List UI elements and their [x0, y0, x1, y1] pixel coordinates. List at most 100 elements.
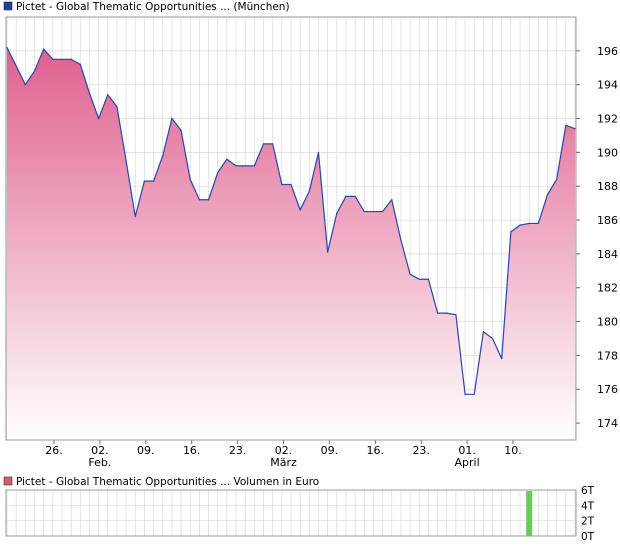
- price-data-point: [446, 312, 448, 314]
- price-data-point: [171, 117, 173, 120]
- volume-chart-frame: [5, 489, 577, 537]
- price-data-point: [482, 331, 484, 333]
- price-data-point: [189, 178, 191, 181]
- price-data-point: [519, 224, 521, 226]
- price-data-point: [143, 180, 146, 182]
- price-x-month-label: März: [270, 456, 297, 469]
- price-data-point: [88, 92, 91, 94]
- price-y-tick-label: 188: [597, 180, 618, 193]
- price-y-tick-label: 178: [597, 349, 618, 362]
- price-data-point: [98, 117, 100, 120]
- price-data-point: [528, 222, 530, 225]
- price-data-point: [546, 194, 549, 196]
- price-x-tick-label: 23.: [229, 444, 247, 457]
- price-x-month-label: Feb.: [88, 456, 111, 469]
- price-data-point: [455, 314, 457, 316]
- price-data-point: [70, 58, 72, 60]
- price-data-point: [354, 195, 356, 197]
- price-data-point: [207, 199, 210, 201]
- price-y-tick-label: 192: [597, 113, 618, 126]
- price-data-point: [501, 358, 503, 360]
- price-x-tick-label: 02.: [91, 444, 109, 457]
- price-x-tick-label: 16.: [183, 444, 201, 457]
- price-data-point: [345, 195, 347, 197]
- price-data-point: [180, 129, 182, 131]
- price-data-point: [363, 210, 365, 213]
- price-data-point: [510, 231, 512, 233]
- price-area-fill: [7, 47, 575, 441]
- price-data-point: [418, 278, 420, 280]
- price-data-point: [409, 273, 411, 275]
- price-data-point: [400, 239, 402, 241]
- price-chart-area: [6, 46, 576, 441]
- price-data-point: [464, 393, 466, 395]
- price-y-tick-label: 194: [597, 79, 618, 92]
- price-chart-frame: [5, 16, 577, 441]
- price-data-point: [391, 199, 393, 201]
- price-data-point: [382, 210, 384, 213]
- price-data-point: [43, 48, 45, 50]
- price-data-point: [491, 337, 494, 340]
- price-y-tick-label: 180: [597, 316, 618, 329]
- price-legend-swatch: [3, 1, 13, 11]
- price-data-point: [52, 58, 54, 60]
- price-data-point: [317, 151, 320, 153]
- price-data-point: [565, 124, 567, 126]
- price-y-tick-label: 186: [597, 214, 618, 227]
- price-y-tick-label: 174: [597, 417, 618, 430]
- price-data-point: [372, 210, 375, 213]
- price-y-axis: 174 176 178 180 182 184 186 188 190 192 194 196: [576, 45, 618, 430]
- price-data-point: [537, 222, 539, 225]
- price-data-point: [436, 312, 439, 314]
- price-data-point: [253, 165, 255, 167]
- price-data-point: [33, 70, 36, 72]
- price-x-tick-label: 09.: [137, 444, 155, 457]
- price-data-point: [235, 165, 237, 167]
- price-data-point: [290, 183, 292, 186]
- price-data-point: [281, 183, 283, 186]
- price-data-point: [336, 212, 338, 214]
- price-data-point: [427, 278, 430, 280]
- volume-y-tick-label: 0T: [581, 531, 595, 543]
- price-x-tick-label: 16.: [367, 444, 385, 457]
- price-data-point: [556, 178, 558, 181]
- volume-y-tick-label: 6T: [581, 485, 595, 497]
- price-data-point: [574, 128, 576, 130]
- volume-chart-bars: [526, 491, 533, 536]
- volume-y-axis: 0T 2T 4T 6T: [581, 485, 595, 543]
- price-x-tick-label: 02.: [275, 444, 293, 457]
- price-data-point: [79, 63, 81, 65]
- volume-y-tick-label: 4T: [581, 500, 595, 512]
- price-x-tick-label: 01.: [458, 444, 476, 457]
- price-data-point: [15, 65, 17, 67]
- price-data-point: [473, 393, 475, 395]
- volume-y-tick-label: 2T: [581, 516, 595, 528]
- price-data-point: [308, 190, 310, 192]
- price-data-point: [262, 143, 265, 145]
- price-y-tick-label: 182: [597, 282, 618, 295]
- price-data-point: [24, 84, 26, 86]
- price-y-tick-label: 176: [597, 383, 618, 396]
- price-x-tick-label: 10.: [504, 444, 522, 457]
- price-x-tick-label: 23.: [412, 444, 430, 457]
- price-data-point: [116, 106, 118, 108]
- price-data-point: [125, 160, 127, 162]
- price-data-point: [198, 199, 200, 201]
- price-data-point: [299, 209, 301, 211]
- price-x-tick-label: 26.: [45, 444, 63, 457]
- price-data-point: [107, 94, 109, 96]
- price-data-point: [152, 180, 155, 182]
- price-data-point: [272, 143, 274, 145]
- price-y-tick-label: 190: [597, 146, 618, 159]
- price-data-point: [162, 155, 164, 157]
- volume-bar: [526, 491, 533, 536]
- price-x-month-label: April: [455, 456, 480, 469]
- price-y-tick-label: 184: [597, 248, 618, 261]
- price-chart-title: Pictet - Global Thematic Opportunities .…: [16, 1, 290, 13]
- volume-chart-grid: [6, 489, 576, 537]
- price-y-tick-label: 196: [597, 45, 618, 58]
- price-data-point: [226, 158, 228, 160]
- price-data-point: [244, 165, 246, 167]
